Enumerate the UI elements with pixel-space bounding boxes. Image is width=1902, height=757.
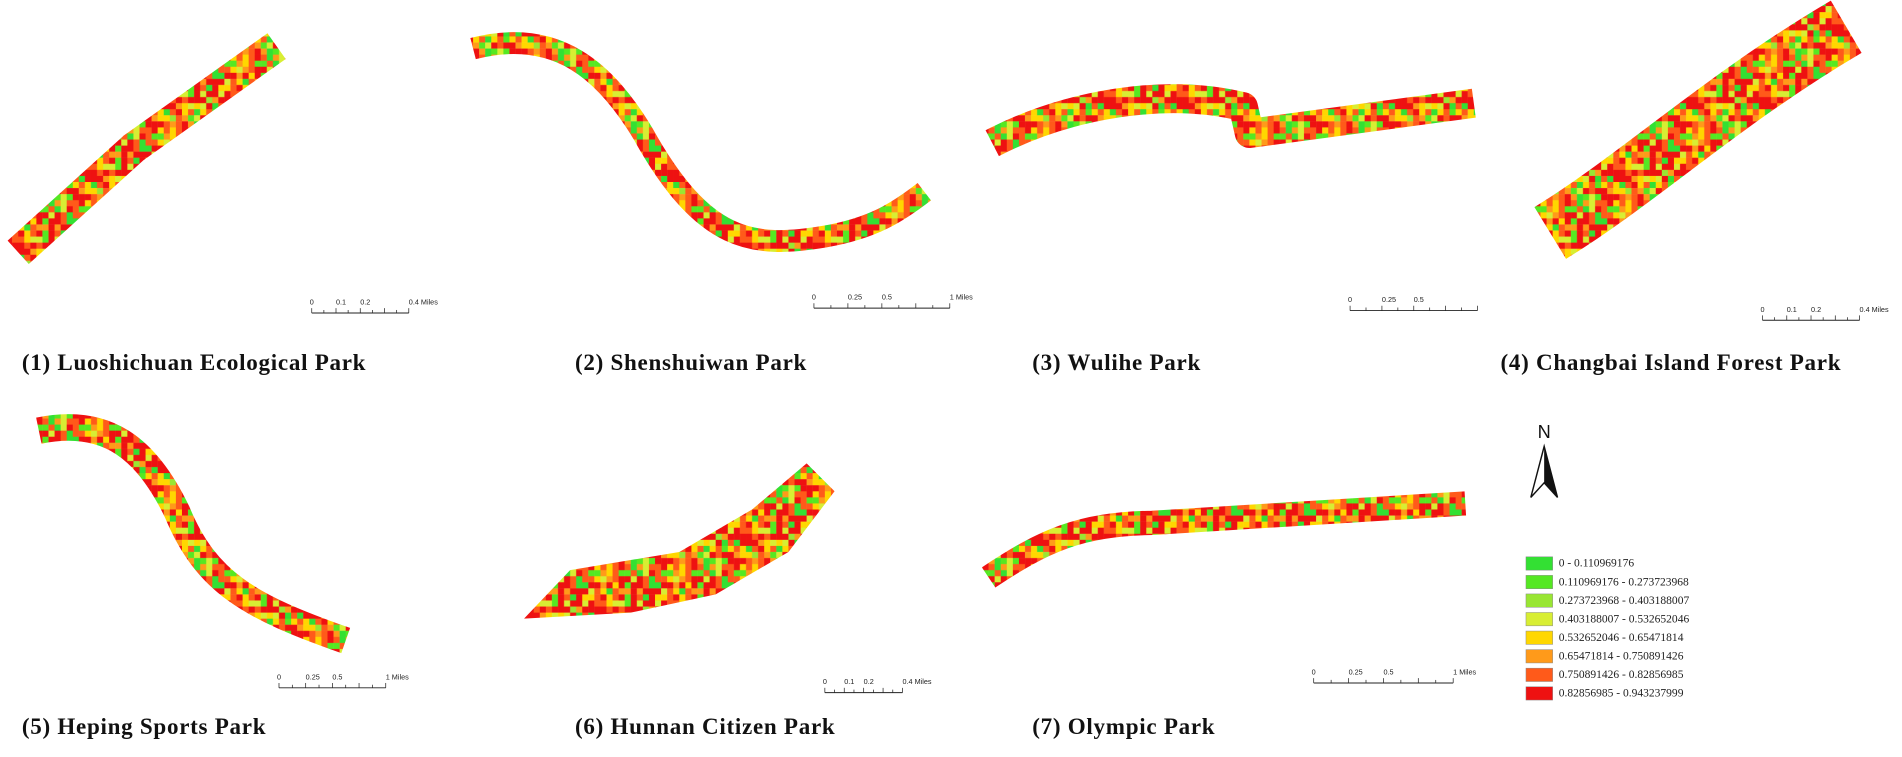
legend-swatch: [1525, 667, 1553, 682]
park-area: [524, 463, 835, 619]
park-area: [470, 32, 931, 252]
scale-label: 0: [1760, 305, 1764, 314]
scale-label: 0: [823, 677, 827, 686]
scale-label: 0.2: [1811, 305, 1821, 314]
panel-caption: (4) Changbai Island Forest Park: [1500, 349, 1841, 375]
scale-label: 0.5: [1383, 667, 1393, 676]
park-area: [1534, 0, 1862, 259]
scale-label: 0.1: [844, 677, 854, 686]
scale-label: 1 Miles: [386, 672, 409, 681]
scale-label: 0.2: [864, 677, 874, 686]
legend-label: 0.82856985 - 0.943237999: [1559, 688, 1684, 700]
scale-label: 0.4 Miles: [902, 677, 931, 686]
panel-caption: (1) Luoshichuan Ecological Park: [22, 349, 366, 375]
legend-label: 0.750891426 - 0.82856985: [1559, 669, 1684, 681]
legend-label: 0.65471814 - 0.750891426: [1559, 651, 1684, 663]
scale-label: 0.1: [336, 298, 346, 307]
north-label: N: [1538, 422, 1551, 442]
park-area: [36, 414, 351, 654]
legend-label: 0.273723968 - 0.403188007: [1559, 595, 1690, 607]
scale-label: 0.5: [1414, 295, 1424, 304]
panel-caption: (7) Olympic Park: [1032, 713, 1215, 739]
park-area: [981, 491, 1467, 588]
scale-label: 0.4 Miles: [409, 298, 438, 307]
scale-label: 0.25: [848, 293, 862, 302]
legend-swatch: [1525, 612, 1553, 627]
scale-label: 0.25: [1382, 295, 1396, 304]
legend-swatch: [1525, 649, 1553, 664]
legend-label: 0 - 0.110969176: [1559, 558, 1635, 570]
scale-label: 0: [1312, 667, 1316, 676]
park-area: [985, 84, 1476, 157]
park-area: [7, 33, 286, 265]
panel-caption: (2) Shenshuiwan Park: [575, 349, 807, 375]
legend-swatch: [1525, 630, 1553, 645]
scale-label: 1 Miles: [1453, 667, 1476, 676]
scale-label: 0.2: [360, 298, 370, 307]
panel-caption: (5) Heping Sports Park: [22, 713, 266, 739]
north-arrow-half: [1544, 446, 1558, 498]
scale-label: 0: [1348, 295, 1352, 304]
legend-swatch: [1525, 575, 1553, 589]
legend-swatch: [1525, 593, 1553, 608]
panel-caption: (3) Wulihe Park: [1032, 349, 1201, 375]
scale-label: 0.5: [332, 672, 342, 681]
scale-label: 0.25: [306, 672, 320, 681]
legend-swatch: [1525, 686, 1553, 701]
scale-label: 0.1: [1787, 305, 1797, 314]
scale-label: 1 Miles: [950, 293, 973, 302]
scale-label: 0: [812, 293, 816, 302]
legend-label: 0.110969176 - 0.273723968: [1559, 576, 1689, 588]
scale-label: 0.25: [1349, 667, 1363, 676]
scale-label: 0.5: [882, 293, 892, 302]
legend-swatch: [1525, 556, 1553, 571]
scale-label: 0: [277, 672, 281, 681]
panel-caption: (6) Hunnan Citizen Park: [575, 713, 836, 739]
scale-label: 0.4 Miles: [1860, 305, 1889, 314]
legend-label: 0.403188007 - 0.532652046: [1559, 613, 1690, 625]
legend-label: 0.532652046 - 0.65471814: [1559, 632, 1684, 644]
scale-label: 0: [310, 298, 314, 307]
